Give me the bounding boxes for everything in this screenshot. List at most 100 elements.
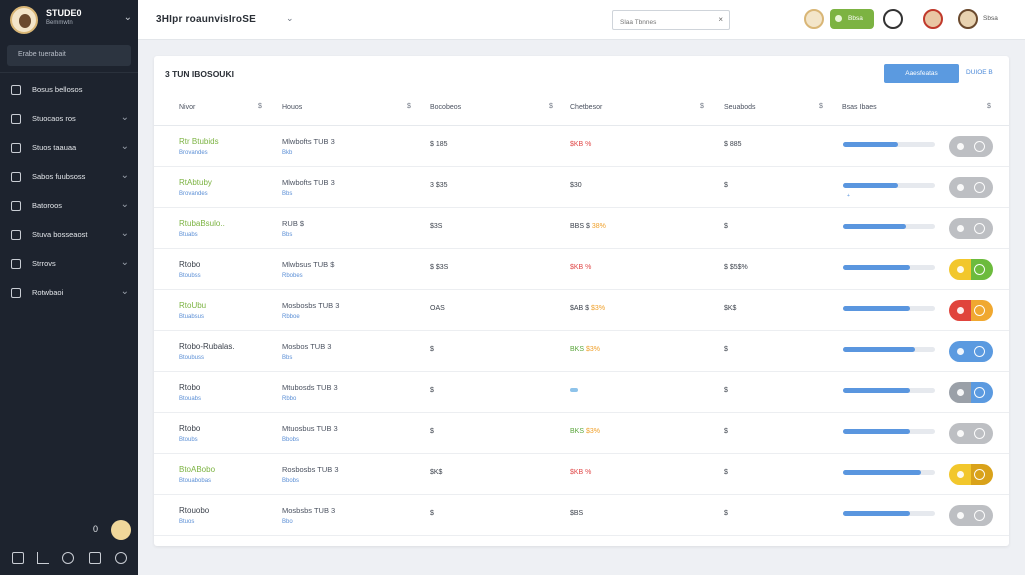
sidebar-item-label: Bosus bellosos <box>32 85 83 94</box>
row-subtitle: Brovandes <box>179 191 208 197</box>
sidebar-item[interactable]: Stuva bosseaost ⌄ <box>0 221 138 250</box>
column-header[interactable]: Bocobeos <box>430 104 462 111</box>
avatar[interactable] <box>111 520 131 540</box>
sidebar-item[interactable]: Bosus bellosos <box>0 76 138 105</box>
column-header[interactable]: Houos <box>282 104 303 111</box>
help-icon[interactable] <box>115 552 127 564</box>
table-row[interactable]: BtoABobo Btouabobas Rosbosbs TUB 3 Bbobs $K$… <box>154 454 1009 495</box>
search-box[interactable]: × <box>612 10 730 32</box>
sidebar-item[interactable]: Sabos fuubsoss ⌄ <box>0 163 138 192</box>
row-toggle[interactable] <box>949 300 993 321</box>
row-name[interactable]: Rtobo <box>179 260 201 269</box>
sort-icon[interactable]: $ <box>700 103 704 110</box>
notification-avatar[interactable] <box>923 9 943 29</box>
sidebar-item[interactable]: Stuocaos ros ⌄ <box>0 105 138 134</box>
settings-icon <box>11 259 21 269</box>
row-toggle[interactable] <box>949 136 993 157</box>
row-name[interactable]: Rtr Btubids <box>179 137 219 146</box>
progress-marker: + <box>847 193 850 199</box>
search-input[interactable] <box>613 13 705 32</box>
sidebar-item[interactable]: Stuos taauaa ⌄ <box>0 134 138 163</box>
progress-bar <box>843 306 935 311</box>
sidebar-item[interactable]: Batoroos ⌄ <box>0 192 138 221</box>
progress-fill <box>843 347 915 352</box>
row-name[interactable]: RtAbtuby <box>179 178 212 187</box>
sidebar-item-label: Sabos fuubsoss <box>32 172 86 181</box>
row-toggle[interactable] <box>949 464 993 485</box>
table-row[interactable]: Rtobo Btoubss Mlwbsus TUB $ Rbobes $ $3S $KB … <box>154 249 1009 290</box>
row-name[interactable]: Rtouobo <box>179 506 210 515</box>
primary-action-button[interactable]: Aaesfeatas <box>884 64 959 83</box>
change-percent: 38% <box>591 223 606 230</box>
table-row[interactable]: Rtr Btubids Brovandes Mlwbofts TUB 3 Bkb $ 1… <box>154 126 1009 167</box>
table-row[interactable]: Rtouobo Btuos Mosbsbs TUB 3 Bbo $ $BS $ <box>154 495 1009 536</box>
sort-icon[interactable]: $ <box>987 103 991 110</box>
toggle-icon <box>974 387 985 398</box>
toggle-knob <box>957 143 964 150</box>
toggle-knob <box>957 225 964 232</box>
chevron-down-icon[interactable]: ⌄ <box>286 13 294 23</box>
sort-icon[interactable]: $ <box>407 103 411 110</box>
table-row[interactable]: Rtobo Btouabs Mtubosds TUB 3 Rbbo $ $ <box>154 372 1009 413</box>
row-name[interactable]: RtubaBsulo.. <box>179 219 225 228</box>
row-name[interactable]: Rtobo-Rubalas. <box>179 342 235 351</box>
brand-logo <box>10 6 38 34</box>
user-icon[interactable] <box>37 552 49 564</box>
sort-icon[interactable]: $ <box>258 103 262 110</box>
sidebar-item-label: Strrovs <box>32 259 56 268</box>
user-label[interactable]: Sbsa <box>983 15 998 22</box>
status-pill-button[interactable]: Bbsa <box>830 9 874 29</box>
row-house: Mlwbsus TUB $ <box>282 260 335 269</box>
file-icon[interactable] <box>89 552 101 564</box>
row-change: $30 <box>570 182 582 189</box>
column-header[interactable]: Nivor <box>179 104 196 111</box>
home-icon[interactable] <box>12 552 24 564</box>
change-percent: $3% <box>591 305 606 312</box>
row-toggle[interactable] <box>949 177 993 198</box>
row-toggle[interactable] <box>949 341 993 362</box>
bot-icon[interactable] <box>883 9 903 29</box>
row-name[interactable]: Rtobo <box>179 383 201 392</box>
sidebar-search-button[interactable]: Erabe tuerabait <box>7 45 131 66</box>
column-header[interactable]: Chetbesor <box>570 104 603 111</box>
row-change: $KB % <box>570 141 591 148</box>
chevron-down-icon[interactable]: ⌄ <box>123 12 132 23</box>
column-header[interactable]: Bsas Ibaes <box>842 104 877 111</box>
column-header[interactable]: Seuabods <box>724 104 756 111</box>
row-toggle[interactable] <box>949 218 993 239</box>
table-row[interactable]: Rtobo Btoubs Mtuosbus TUB 3 Bbobs $ BKS $3% $ <box>154 413 1009 454</box>
table-row[interactable]: RtAbtuby Brovandes Mlwbofts TUB 3 Bbs 3 $35 $… <box>154 167 1009 208</box>
row-name[interactable]: BtoABobo <box>179 465 216 474</box>
chevron-down-icon[interactable]: ⌄ <box>120 228 129 239</box>
user-avatar[interactable] <box>958 9 978 29</box>
chevron-down-icon[interactable]: ⌄ <box>120 141 129 152</box>
chevron-down-icon[interactable]: ⌄ <box>120 286 129 297</box>
sidebar-footer: 0 <box>0 512 138 575</box>
sidebar-item[interactable]: Rotwbaoi ⌄ <box>0 279 138 308</box>
table-row[interactable]: Rtobo-Rubalas. Btoubuss Mosbos TUB 3 Bbs $ BK… <box>154 331 1009 372</box>
sort-icon[interactable]: $ <box>819 103 823 110</box>
row-score: $ $5$% <box>724 264 748 271</box>
sort-icon[interactable]: $ <box>549 103 553 110</box>
row-subtitle: Btoubuss <box>179 355 205 361</box>
chevron-down-icon[interactable]: ⌄ <box>120 112 129 123</box>
globe-icon[interactable] <box>62 552 74 564</box>
toggle-icon <box>974 346 985 357</box>
row-toggle[interactable] <box>949 423 993 444</box>
row-name[interactable]: RtoUbu <box>179 301 207 310</box>
row-toggle[interactable] <box>949 505 993 526</box>
close-icon[interactable]: × <box>718 15 723 24</box>
row-name[interactable]: Rtobo <box>179 424 201 433</box>
chevron-down-icon[interactable]: ⌄ <box>120 257 129 268</box>
table-row[interactable]: RtoUbu Btuabsus Mosbosbs TUB 3 Rbboe OAS $AB … <box>154 290 1009 331</box>
sidebar-item[interactable]: Strrovs ⌄ <box>0 250 138 279</box>
toggle-knob <box>957 348 964 355</box>
brand[interactable]: STUDE0 Bemmwtn ⌄ <box>10 6 134 34</box>
row-toggle[interactable] <box>949 259 993 280</box>
row-toggle[interactable] <box>949 382 993 403</box>
avatar[interactable] <box>804 9 824 29</box>
chevron-down-icon[interactable]: ⌄ <box>120 170 129 181</box>
table-row[interactable]: RtubaBsulo.. Btuabs RUB $ Bbs $3S BBS $ 38% $ <box>154 208 1009 249</box>
secondary-link-button[interactable]: DUIOE B <box>966 69 993 76</box>
chevron-down-icon[interactable]: ⌄ <box>120 199 129 210</box>
